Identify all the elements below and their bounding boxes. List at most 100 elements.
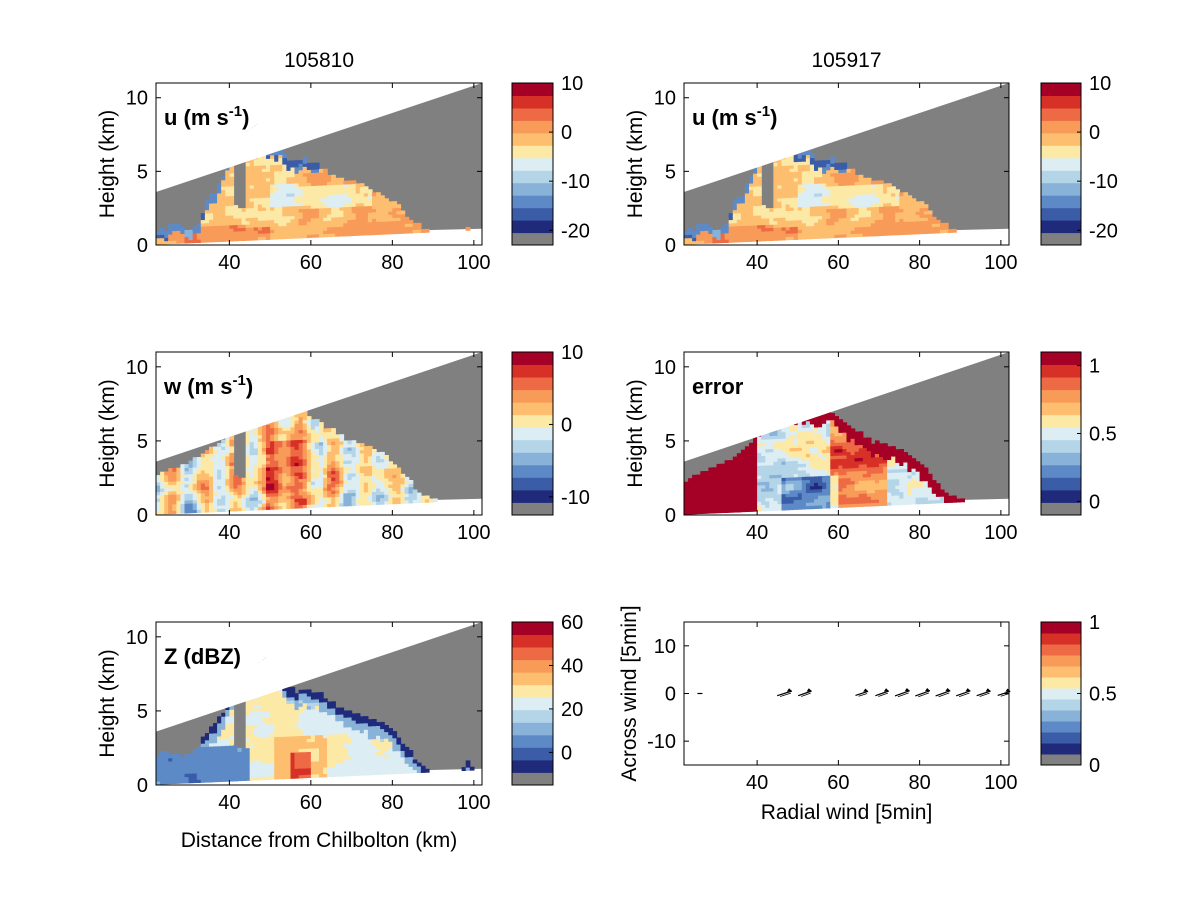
- field-cell: [257, 473, 263, 478]
- field-cell: [834, 162, 839, 167]
- field-cell: [282, 215, 287, 220]
- field-cell: [911, 198, 917, 203]
- field-cell: [217, 212, 222, 217]
- field-cell: [204, 203, 210, 207]
- field-cell: [846, 214, 852, 218]
- field-cell: [404, 229, 410, 234]
- field-cell: [923, 214, 929, 218]
- field-cell: [233, 487, 239, 492]
- field-cell: [692, 230, 697, 235]
- field-cell: [781, 470, 787, 475]
- field-cell: [870, 222, 876, 227]
- field-cell: [180, 227, 186, 231]
- field-cell: [887, 456, 892, 460]
- field-cell: [367, 494, 373, 499]
- field-cell: [842, 201, 848, 206]
- field-cell: [834, 438, 839, 443]
- field-cell: [359, 501, 365, 506]
- y-tick-label: 0: [137, 235, 148, 257]
- field-cell: [736, 505, 742, 510]
- field-cell: [355, 488, 361, 493]
- field-cell: [879, 183, 884, 188]
- field-cell: [376, 192, 381, 196]
- field-cell: [797, 151, 803, 156]
- field-cell: [241, 208, 247, 212]
- field-cell: [168, 497, 173, 502]
- field-cell: [278, 229, 283, 233]
- field-cell: [392, 207, 398, 212]
- field-cell: [883, 482, 888, 487]
- field-cell: [237, 211, 243, 216]
- field-cell: [911, 494, 917, 498]
- field-cell: [261, 431, 267, 436]
- field-cell: [907, 227, 913, 232]
- field-cell: [298, 468, 304, 473]
- field-cell: [376, 494, 381, 499]
- field-cell: [184, 233, 190, 238]
- field-cell: [314, 454, 320, 459]
- field-cell: [278, 170, 283, 175]
- field-cell: [372, 462, 377, 466]
- field-cell: [879, 212, 884, 217]
- field-cell: [282, 193, 287, 197]
- field-cell: [915, 204, 921, 209]
- field-cell: [249, 441, 255, 446]
- field-cell: [266, 161, 271, 166]
- field-cell: [168, 510, 173, 515]
- field-cell: [266, 174, 271, 179]
- field-cell: [728, 469, 734, 474]
- field-cell: [728, 239, 734, 243]
- field-cell: [765, 504, 770, 508]
- field-cell: [830, 465, 835, 470]
- field-cell: [188, 233, 194, 237]
- field-cell: [923, 210, 929, 215]
- field-cell: [192, 509, 198, 514]
- field-cell: [363, 452, 369, 457]
- field-cell: [408, 229, 414, 234]
- field-cell: [290, 420, 296, 424]
- field-cell: [757, 234, 762, 239]
- field-cell: [380, 478, 385, 482]
- field-cell: [221, 439, 226, 444]
- field-cell: [253, 213, 259, 218]
- field-cell: [176, 477, 182, 482]
- field-cell: [392, 220, 398, 225]
- field-cell: [286, 469, 292, 474]
- y-tick-label: 10: [654, 357, 676, 379]
- field-cell: [363, 199, 369, 203]
- x-tick-label: 40: [746, 252, 768, 274]
- field-cell: [241, 217, 247, 222]
- field-cell: [225, 475, 230, 480]
- field-cell: [834, 481, 839, 486]
- field-cell: [919, 480, 925, 485]
- field-cell: [249, 428, 255, 433]
- field-cell: [237, 234, 243, 238]
- field-cell: [887, 215, 892, 220]
- field-cell: [294, 170, 300, 174]
- field-cell: [919, 500, 925, 505]
- field-cell: [818, 433, 823, 438]
- field-cell: [420, 499, 426, 503]
- field-cell: [408, 486, 414, 491]
- field-cell: [842, 438, 848, 443]
- field-cell: [834, 172, 839, 177]
- field-cell: [396, 483, 402, 488]
- field-cell: [404, 226, 410, 231]
- field-cell: [761, 481, 766, 486]
- field-cell: [809, 225, 815, 230]
- field-cell: [866, 457, 872, 461]
- field-cell: [372, 465, 377, 470]
- field-cell: [903, 461, 909, 466]
- field-cell: [298, 169, 304, 174]
- field-cell: [282, 492, 287, 497]
- field-cell: [172, 233, 177, 238]
- field-cell: [809, 475, 815, 480]
- field-cell: [225, 199, 230, 203]
- field-cell: [818, 209, 823, 213]
- field-cell: [818, 426, 823, 431]
- field-cell: [883, 475, 888, 480]
- field-cell: [777, 230, 783, 235]
- field-cell: [209, 216, 214, 220]
- field-layer: [156, 352, 482, 515]
- field-cell: [278, 154, 283, 159]
